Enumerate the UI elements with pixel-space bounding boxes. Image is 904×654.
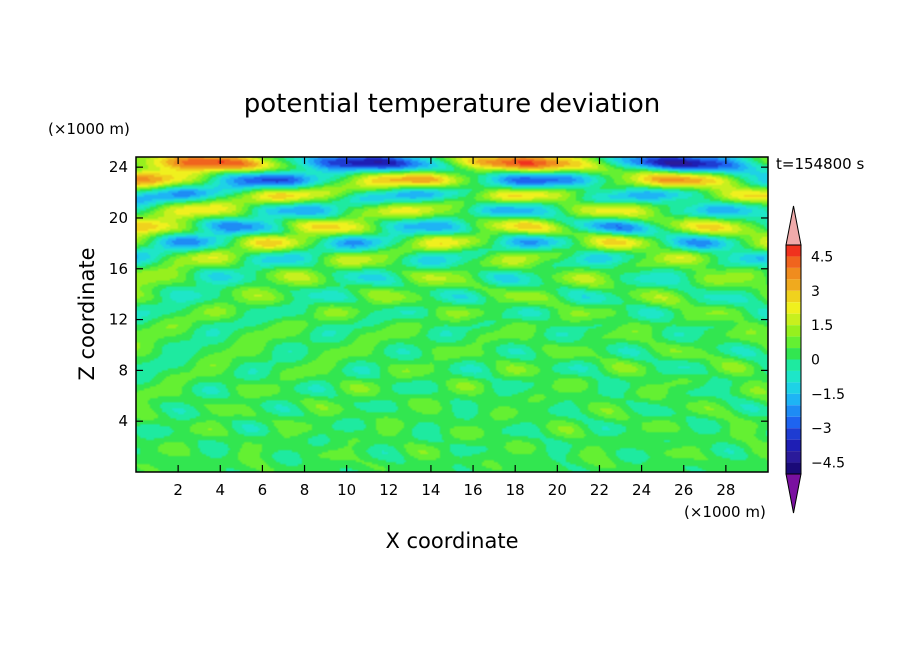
y-tick-label: 12 (109, 311, 128, 329)
colorbar-swatch (786, 256, 801, 268)
y-tick-label: 4 (118, 412, 128, 430)
colorbar: 4.5 3 1.5 0 −1.5 −3 −4.5 (785, 205, 845, 514)
colorbar-swatch (786, 313, 801, 326)
colorbar-swatch (786, 405, 801, 417)
y-tick-label: 8 (118, 361, 128, 379)
colorbar-swatch (786, 336, 801, 349)
y-unit-label: (×1000 m) (48, 120, 130, 138)
colorbar-swatch (786, 462, 801, 474)
x-tick-label: 22 (590, 481, 609, 499)
x-tick-label: 8 (300, 481, 310, 499)
colorbar-swatch (786, 302, 801, 314)
x-axis-ticks: 2 4 6 8 10 12 14 16 18 20 22 24 26 28 (173, 157, 735, 499)
colorbar-swatch (786, 325, 801, 337)
x-tick-label: 10 (337, 481, 356, 499)
colorbar-swatch (786, 245, 801, 257)
colorbar-swatch (786, 382, 801, 394)
y-tick-label: 20 (109, 209, 128, 227)
colorbar-swatch (786, 428, 801, 440)
colorbar-swatch (786, 267, 801, 280)
x-tick-label: 26 (674, 481, 693, 499)
time-label: t=154800 s (776, 155, 864, 173)
chart-title: potential temperature deviation (244, 89, 660, 119)
colorbar-tick-label: 0 (811, 353, 820, 369)
colorbar-swatch (786, 416, 801, 429)
x-tick-label: 20 (548, 481, 567, 499)
colorbar-frame (785, 244, 802, 475)
x-tick-label: 12 (379, 481, 398, 499)
x-axis-label: X coordinate (385, 529, 518, 553)
colorbar-tick-label: 1.5 (811, 318, 833, 334)
colorbar-swatch (786, 359, 801, 371)
x-tick-label: 18 (506, 481, 525, 499)
plot-frame (135, 156, 769, 473)
colorbar-swatch (786, 370, 801, 383)
colorbar-tick-label: −3 (811, 421, 832, 437)
x-unit-label: (×1000 m) (684, 503, 766, 521)
colorbar-swatch (786, 290, 801, 303)
colorbar-tick-label: −4.5 (811, 456, 845, 472)
colorbar-swatch (786, 439, 801, 452)
y-tick-label: 24 (109, 158, 128, 176)
x-tick-label: 14 (421, 481, 440, 499)
colorbar-tick-label: 4.5 (811, 249, 833, 265)
colorbar-swatch (786, 451, 801, 463)
x-tick-label: 24 (632, 481, 651, 499)
colorbar-swatch (786, 393, 801, 406)
colorbar-tick-label: −1.5 (811, 387, 845, 403)
x-tick-label: 2 (173, 481, 183, 499)
y-axis-label: Z coordinate (75, 247, 99, 380)
x-tick-label: 4 (215, 481, 225, 499)
colorbar-over-arrow (785, 205, 802, 246)
x-tick-label: 28 (716, 481, 735, 499)
colorbar-swatch (786, 348, 801, 360)
colorbar-swatch (786, 279, 801, 291)
y-tick-label: 16 (109, 260, 128, 278)
colorbar-tick-label: 3 (811, 284, 820, 300)
x-tick-label: 16 (464, 481, 483, 499)
colorbar-under-arrow (785, 473, 802, 514)
heatmap-field (136, 157, 768, 472)
y-axis-ticks: 4 8 12 16 20 24 (109, 158, 768, 430)
x-tick-label: 6 (258, 481, 268, 499)
